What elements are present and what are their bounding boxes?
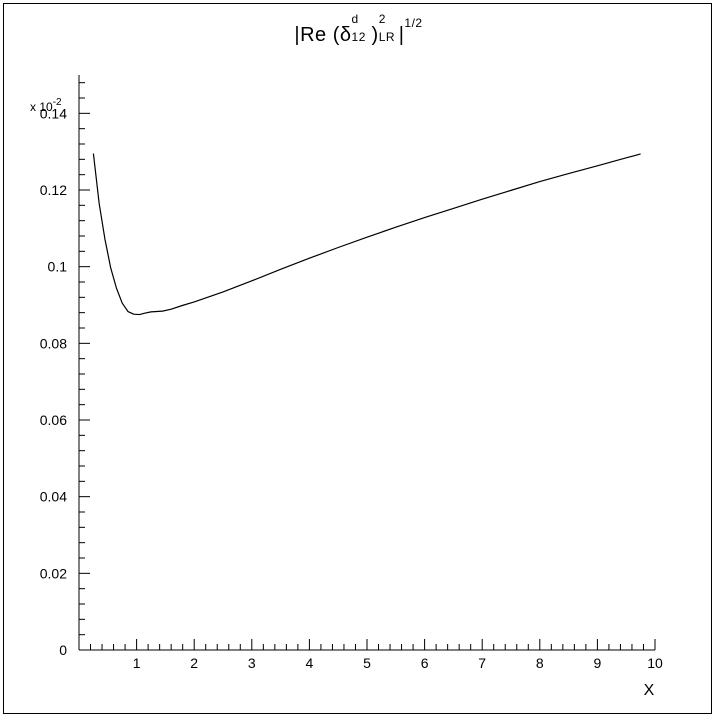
y-tick-label: 0.14 bbox=[40, 105, 67, 121]
x-tick-label: 1 bbox=[133, 655, 141, 671]
x-axis-label: X bbox=[644, 682, 655, 699]
y-multiplier: x 10-2 bbox=[30, 97, 62, 114]
ticks bbox=[78, 82, 656, 651]
y-tick-label: 0.02 bbox=[40, 565, 67, 581]
x-tick-label: 5 bbox=[363, 655, 371, 671]
x-tick-label: 4 bbox=[306, 655, 314, 671]
y-tick-label: 0.1 bbox=[48, 259, 68, 275]
x-tick-label: 9 bbox=[594, 655, 602, 671]
x-tick-label: 8 bbox=[536, 655, 544, 671]
plot-frame bbox=[3, 3, 712, 714]
series-line bbox=[92, 153, 641, 316]
x-tick-label: 10 bbox=[647, 655, 663, 671]
y-tick-label: 0 bbox=[59, 642, 67, 658]
series-layer bbox=[92, 153, 641, 316]
x-tick-label: 6 bbox=[421, 655, 429, 671]
x-tick-label: 7 bbox=[478, 655, 486, 671]
tick-labels: 1 2 3 4 5 6 7 8 9 10 0 0.02 0.04 0.06 0.08 0.1 0.12 0.14 bbox=[40, 105, 663, 671]
chart-title: |Re (δ d 12) 2 LR |1/2 bbox=[294, 12, 423, 46]
y-tick-label: 0.04 bbox=[40, 489, 67, 505]
y-tick-label: 0.06 bbox=[40, 412, 67, 428]
y-tick-label: 0.12 bbox=[40, 182, 67, 198]
x-tick-label: 2 bbox=[190, 655, 198, 671]
x-tick-label: 3 bbox=[248, 655, 256, 671]
axes bbox=[78, 75, 655, 651]
y-tick-label: 0.08 bbox=[40, 335, 67, 351]
